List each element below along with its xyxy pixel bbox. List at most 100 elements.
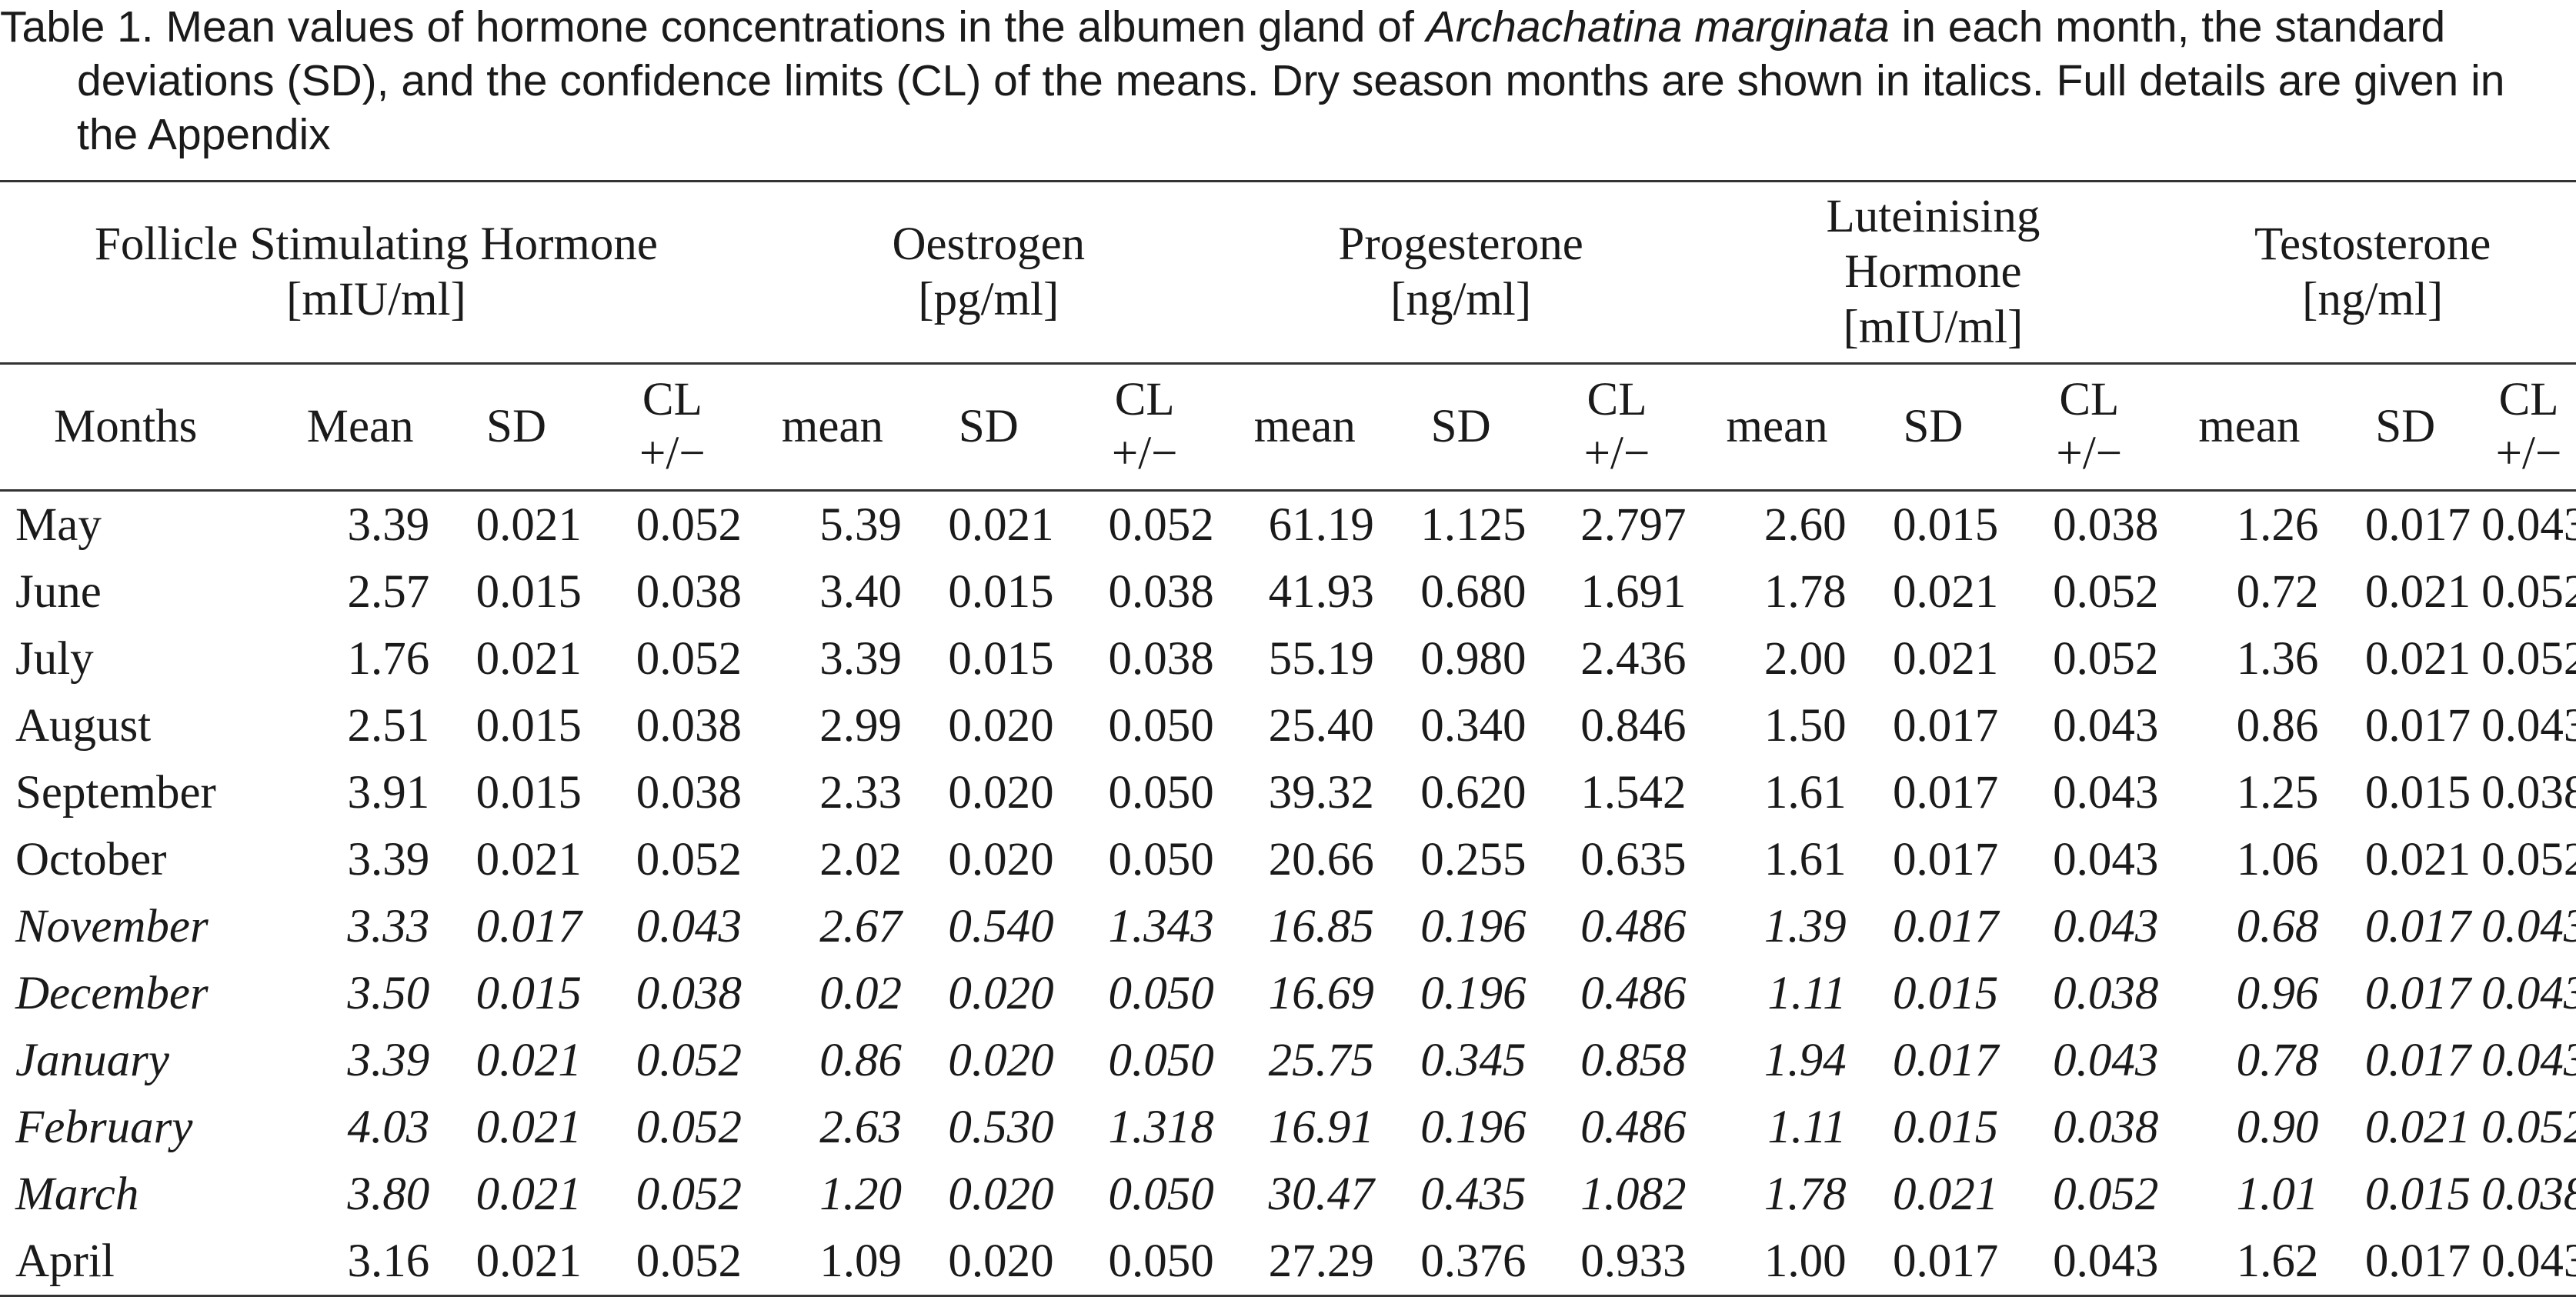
value-cell: 0.043 bbox=[2481, 901, 2576, 952]
value-cell: 3.91 bbox=[347, 767, 430, 819]
value-cell: 0.015 bbox=[1893, 1102, 1999, 1153]
value-cell: 0.052 bbox=[636, 1169, 742, 1220]
value-cell: 4.03 bbox=[347, 1102, 430, 1153]
group-oestrogen: Oestrogen [pg/ml] bbox=[752, 180, 1225, 365]
value-cell: 0.017 bbox=[2364, 1035, 2471, 1086]
month-cell: March bbox=[15, 1169, 139, 1220]
month-cell: June bbox=[15, 566, 102, 618]
table-row: November 3.33 0.017 0.043 2.67 0.540 1.343 16.8… bbox=[0, 893, 2576, 960]
value-cell: 0.858 bbox=[1580, 1035, 1687, 1086]
value-cell: 0.052 bbox=[2053, 1169, 2159, 1220]
value-cell: 0.050 bbox=[1108, 767, 1214, 819]
value-cell: 0.02 bbox=[819, 968, 902, 1019]
value-cell: 1.94 bbox=[1763, 1035, 1847, 1086]
col-oes-sd: SD bbox=[913, 363, 1065, 492]
value-cell: 0.021 bbox=[1893, 633, 1999, 685]
value-cell: 0.021 bbox=[2364, 566, 2471, 618]
value-cell: 0.340 bbox=[1420, 700, 1527, 752]
col-lh-cl: CL +/− bbox=[2009, 363, 2170, 492]
value-cell: 0.043 bbox=[2053, 901, 2159, 952]
value-cell: 0.021 bbox=[2364, 834, 2471, 885]
month-cell: January bbox=[15, 1035, 169, 1086]
col-fsh-cl: CL +/− bbox=[592, 363, 752, 492]
month-cell: May bbox=[15, 499, 102, 551]
value-cell: 0.86 bbox=[2236, 700, 2319, 752]
month-cell: November bbox=[15, 901, 209, 952]
value-cell: 0.345 bbox=[1420, 1035, 1527, 1086]
month-cell: September bbox=[15, 767, 216, 819]
value-cell: 16.69 bbox=[1268, 968, 1374, 1019]
value-cell: 0.017 bbox=[475, 901, 582, 952]
table-row: August 2.51 0.015 0.038 2.99 0.020 0.050 25.40 0… bbox=[0, 692, 2576, 759]
value-cell: 25.40 bbox=[1268, 700, 1374, 752]
value-cell: 2.33 bbox=[819, 767, 902, 819]
table-caption: Table 1. Mean values of hormone concentr… bbox=[0, 0, 2576, 162]
value-cell: 0.017 bbox=[1893, 834, 1999, 885]
month-cell: April bbox=[0, 1228, 281, 1297]
value-cell: 0.680 bbox=[1420, 566, 1527, 618]
value-cell: 0.021 bbox=[1893, 566, 1999, 618]
value-cell: 2.57 bbox=[347, 566, 430, 618]
value-cell: 16.91 bbox=[1268, 1102, 1374, 1153]
table-row: September 3.91 0.015 0.038 2.33 0.020 0.050 39.… bbox=[0, 759, 2576, 826]
value-cell: 0.052 bbox=[1108, 499, 1214, 551]
value-cell: 0.038 bbox=[2481, 767, 2576, 819]
value-cell: 30.47 bbox=[1268, 1169, 1374, 1220]
value-cell: 3.16 bbox=[280, 1228, 441, 1297]
value-cell: 1.39 bbox=[1763, 901, 1847, 952]
value-cell: 1.06 bbox=[2236, 834, 2319, 885]
value-cell: 0.196 bbox=[1420, 1102, 1527, 1153]
value-cell: 1.26 bbox=[2236, 499, 2319, 551]
value-cell: 0.020 bbox=[948, 834, 1054, 885]
value-cell: 1.20 bbox=[819, 1169, 902, 1220]
value-cell: 0.038 bbox=[636, 767, 742, 819]
value-cell: 0.038 bbox=[2053, 1102, 2159, 1153]
value-cell: 1.78 bbox=[1763, 566, 1847, 618]
value-cell: 2.51 bbox=[347, 700, 430, 752]
value-cell: 0.017 bbox=[2364, 499, 2471, 551]
value-cell: 0.021 bbox=[440, 1228, 592, 1297]
value-cell: 1.25 bbox=[2236, 767, 2319, 819]
value-cell: 5.39 bbox=[819, 499, 902, 551]
value-cell: 0.015 bbox=[2364, 1169, 2471, 1220]
table-row: December 3.50 0.015 0.038 0.02 0.020 0.050 16.6… bbox=[0, 960, 2576, 1027]
value-cell: 55.19 bbox=[1268, 633, 1374, 685]
value-cell: 39.32 bbox=[1268, 767, 1374, 819]
value-cell: 0.038 bbox=[2053, 499, 2159, 551]
group-progesterone: Progesterone [ng/ml] bbox=[1224, 180, 1697, 365]
value-cell: 2.99 bbox=[819, 700, 902, 752]
value-cell: 0.015 bbox=[1893, 499, 1999, 551]
value-cell: 1.61 bbox=[1763, 834, 1847, 885]
value-cell: 0.017 bbox=[1893, 901, 1999, 952]
value-cell: 2.67 bbox=[819, 901, 902, 952]
value-cell: 0.68 bbox=[2236, 901, 2319, 952]
value-cell: 0.017 bbox=[2364, 968, 2471, 1019]
value-cell: 1.691 bbox=[1580, 566, 1687, 618]
value-cell: 1.01 bbox=[2236, 1169, 2319, 1220]
value-cell: 0.038 bbox=[636, 700, 742, 752]
value-cell: 0.052 bbox=[636, 499, 742, 551]
value-cell: 0.486 bbox=[1580, 968, 1687, 1019]
value-cell: 0.96 bbox=[2236, 968, 2319, 1019]
column-header-row: Months Mean SD CL +/− mean SD CL +/− mean … bbox=[0, 363, 2576, 492]
value-cell: 0.052 bbox=[636, 1035, 742, 1086]
value-cell: 0.050 bbox=[1108, 700, 1214, 752]
value-cell: 1.082 bbox=[1580, 1169, 1687, 1220]
value-cell: 0.021 bbox=[1893, 1169, 1999, 1220]
value-cell: 0.021 bbox=[475, 1169, 582, 1220]
value-cell: 0.017 bbox=[2329, 1228, 2482, 1297]
value-cell: 0.043 bbox=[2053, 834, 2159, 885]
month-cell: October bbox=[15, 834, 167, 885]
value-cell: 0.021 bbox=[475, 499, 582, 551]
col-lh-mean: mean bbox=[1697, 363, 1857, 492]
value-cell: 0.052 bbox=[2053, 566, 2159, 618]
value-cell: 0.486 bbox=[1580, 1102, 1687, 1153]
col-oes-mean: mean bbox=[752, 363, 913, 492]
value-cell: 0.043 bbox=[2481, 499, 2576, 551]
value-cell: 1.62 bbox=[2169, 1228, 2330, 1297]
value-cell: 1.542 bbox=[1580, 767, 1687, 819]
value-cell: 0.043 bbox=[2481, 700, 2576, 752]
value-cell: 0.043 bbox=[2053, 767, 2159, 819]
col-months: Months bbox=[0, 363, 281, 492]
value-cell: 0.635 bbox=[1580, 834, 1687, 885]
